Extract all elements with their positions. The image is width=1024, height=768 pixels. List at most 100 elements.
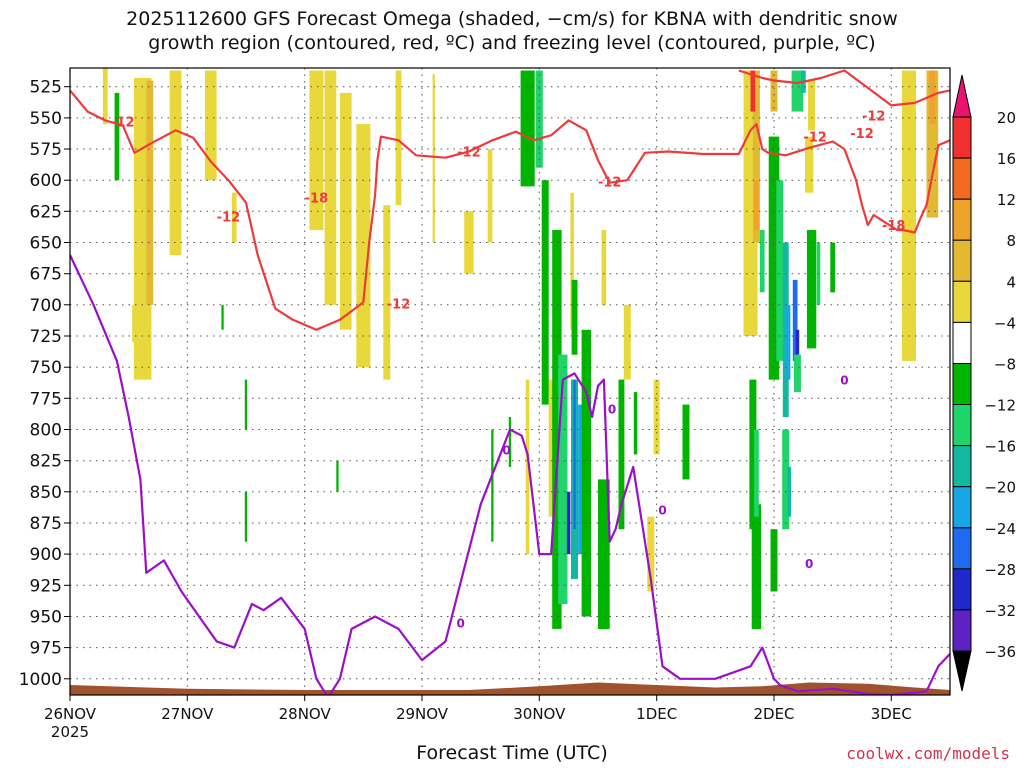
y-tick-label: 975 bbox=[30, 639, 62, 659]
omega-shading-cell bbox=[618, 379, 625, 530]
omega-shading-cell bbox=[204, 70, 217, 181]
omega-shading-cell bbox=[573, 379, 576, 530]
omega-shading-cell bbox=[750, 70, 756, 112]
x-tick-label: 28NOV bbox=[279, 705, 332, 723]
freezing-level-0c bbox=[70, 254, 950, 695]
omega-shading-cell bbox=[520, 70, 535, 187]
x-tick-label: 2DEC bbox=[753, 705, 794, 723]
y-tick-label: 775 bbox=[30, 389, 62, 409]
x-tick-label: 3DEC bbox=[871, 705, 912, 723]
freezing-contour-label: 0 bbox=[608, 402, 616, 416]
y-tick-label: 700 bbox=[30, 296, 62, 316]
omega-shading-cell bbox=[464, 211, 474, 274]
freezing-contour-label: 0 bbox=[658, 503, 666, 517]
omega-shading-cell bbox=[581, 329, 591, 617]
omega-shading-cell bbox=[653, 379, 660, 455]
colorbar-label: −28 bbox=[984, 561, 1016, 579]
omega-shading-cell bbox=[221, 304, 224, 330]
omega-shading-cell bbox=[578, 404, 583, 555]
colorbar-label: −16 bbox=[984, 438, 1016, 456]
omega-shading-cell bbox=[776, 180, 784, 361]
omega-shading-cell bbox=[754, 180, 759, 231]
omega-shading-cell bbox=[770, 70, 778, 112]
chart-title-line-1: 2025112600 GFS Forecast Omega (shaded, −… bbox=[126, 8, 898, 30]
colorbar-bottom-arrow bbox=[952, 650, 972, 692]
omega-shading-cell bbox=[795, 329, 800, 355]
omega-shading-cell bbox=[647, 516, 655, 592]
omega-shading-cell bbox=[682, 404, 690, 480]
colorbar-label: 12 bbox=[997, 191, 1016, 209]
dendritic-contour-label: -12 bbox=[850, 127, 874, 142]
omega-shading-cell bbox=[566, 491, 571, 555]
dendritic-isotherm-minus12 bbox=[70, 89, 950, 331]
colorbar-bin bbox=[952, 445, 972, 488]
omega-shading-cell bbox=[244, 491, 248, 542]
y-tick-label: 525 bbox=[30, 78, 62, 98]
colorbar-bin bbox=[952, 486, 972, 529]
omega-shading-cell bbox=[244, 379, 248, 430]
omega-shading-cell bbox=[508, 417, 512, 467]
colorbar-label: −8 bbox=[994, 356, 1016, 374]
omega-shading-cell bbox=[548, 379, 554, 517]
omega-shading-cell bbox=[535, 70, 543, 168]
x-axis-title: Forecast Time (UTC) bbox=[416, 742, 608, 764]
omega-shading-cell bbox=[356, 124, 371, 368]
plot-frame bbox=[69, 67, 951, 696]
x-tick-label: 29NOV bbox=[396, 705, 449, 723]
omega-shading-cell bbox=[791, 70, 804, 112]
dendritic-contour-label: -18 bbox=[882, 219, 906, 234]
y-tick-label: 675 bbox=[30, 265, 62, 285]
colorbar-bin bbox=[952, 568, 972, 611]
colorbar-bin bbox=[952, 609, 972, 652]
colorbar-label: −32 bbox=[984, 602, 1016, 620]
y-tick-label: 575 bbox=[30, 140, 62, 160]
omega-shading-cell bbox=[808, 80, 815, 131]
colorbar-label: 20 bbox=[997, 109, 1016, 127]
omega-shading-cell bbox=[830, 242, 835, 293]
omega-shading-cell bbox=[432, 74, 435, 243]
plot-area bbox=[70, 68, 950, 695]
omega-shading-cell bbox=[132, 304, 137, 343]
dendritic-contour-label: -12 bbox=[217, 210, 241, 225]
y-tick-label: 750 bbox=[30, 358, 62, 378]
omega-shading-cell bbox=[751, 504, 762, 629]
omega-shading-cell bbox=[558, 354, 568, 604]
omega-shading-cell bbox=[806, 230, 817, 349]
y-tick-label: 925 bbox=[30, 576, 62, 596]
omega-shading-cell bbox=[395, 70, 402, 206]
colorbar-bin bbox=[952, 363, 972, 406]
omega-shading-cell bbox=[487, 149, 493, 243]
omega-shading-cell bbox=[785, 304, 791, 380]
omega-shading-cell bbox=[768, 136, 780, 380]
dendritic-contour-label: -12 bbox=[862, 109, 886, 124]
colorbar-label: −36 bbox=[984, 643, 1016, 661]
y-tick-label: 1000 bbox=[19, 670, 62, 690]
y-tick-label: 550 bbox=[30, 109, 62, 129]
omega-shading-cell bbox=[231, 192, 237, 243]
colorbar-bin bbox=[952, 239, 972, 282]
colorbar-label: 16 bbox=[997, 150, 1016, 168]
colorbar-bin bbox=[952, 198, 972, 241]
dendritic-contour-label: -12 bbox=[111, 116, 135, 131]
x-tick-label: 30NOV bbox=[513, 705, 566, 723]
dendritic-contour-label: -12 bbox=[803, 131, 827, 146]
y-tick-label: 725 bbox=[30, 327, 62, 347]
y-tick-label: 650 bbox=[30, 234, 62, 254]
omega-shading-cell bbox=[901, 70, 916, 361]
x-tick-label: 27NOV bbox=[161, 705, 214, 723]
dendritic-contour-label: -18 bbox=[305, 192, 329, 207]
omega-shading-cell bbox=[309, 70, 324, 231]
y-tick-label: 950 bbox=[30, 608, 62, 628]
omega-shading-cell bbox=[601, 230, 607, 305]
chart-title-line-2: growth region (contoured, red, ºC) and f… bbox=[148, 32, 876, 54]
colorbar-label: 8 bbox=[1006, 232, 1016, 250]
omega-shading-cell bbox=[102, 68, 108, 125]
x-tick-label: 26NOV bbox=[44, 705, 97, 723]
colorbar-top-arrow bbox=[952, 74, 972, 118]
omega-shading-cell bbox=[782, 429, 790, 530]
omega-shading-cell bbox=[749, 379, 757, 530]
freezing-contour-label: 0 bbox=[805, 557, 813, 571]
omega-shading-cell bbox=[571, 279, 578, 355]
omega-shading-cell bbox=[541, 180, 549, 405]
